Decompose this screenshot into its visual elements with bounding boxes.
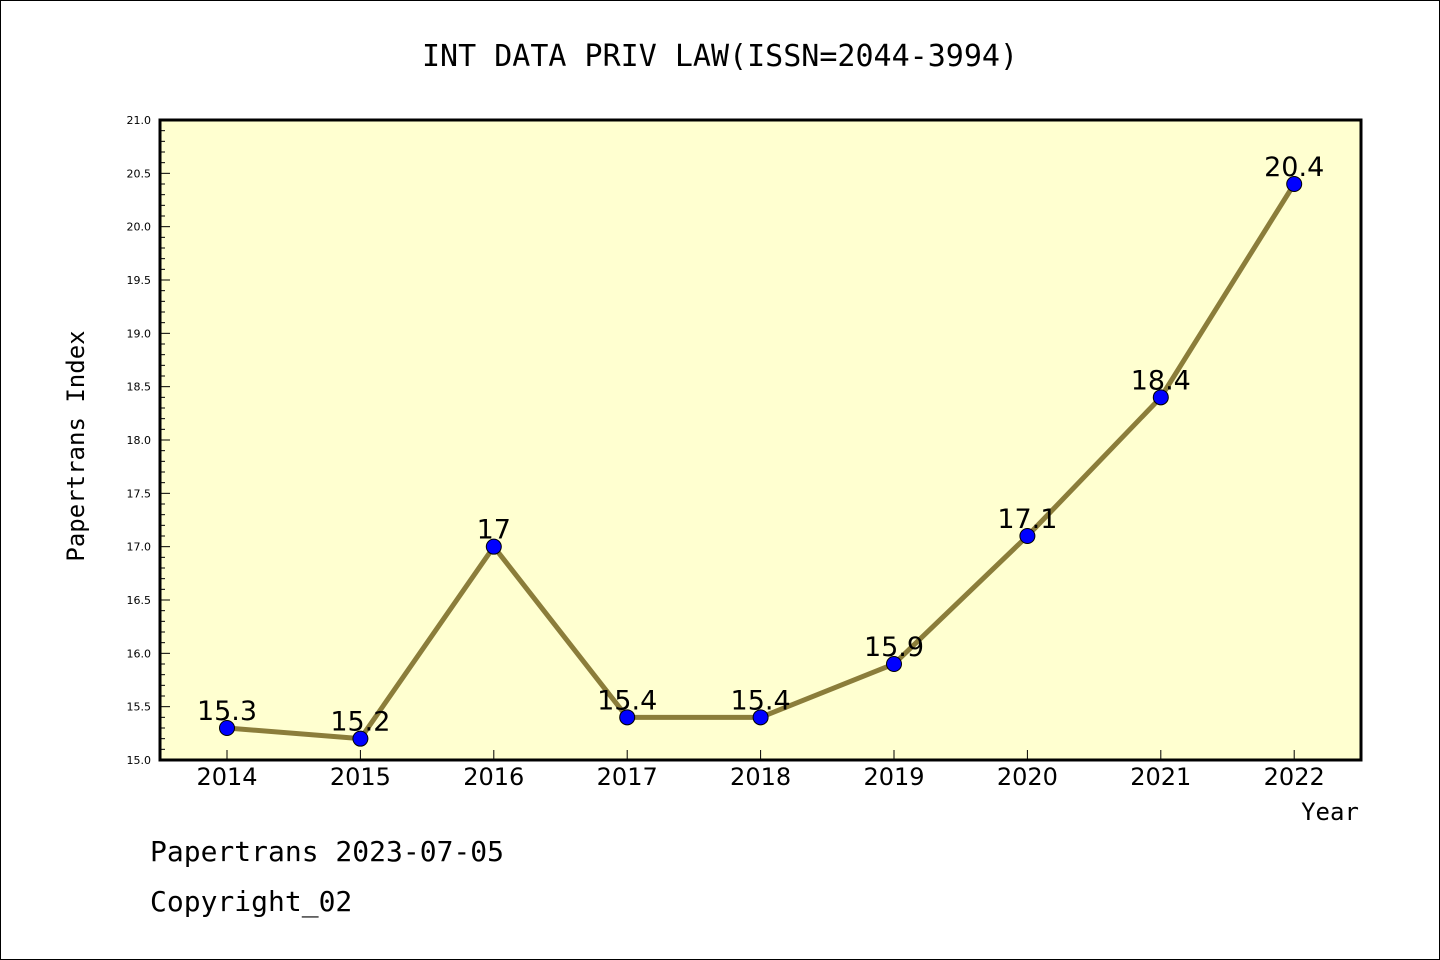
x-tick-label: 2016 [463, 763, 524, 791]
y-axis-label: Papertrans Index [62, 330, 90, 561]
x-tick-label: 2019 [863, 763, 924, 791]
data-point [752, 709, 769, 726]
data-point [352, 730, 369, 747]
footer-date: Papertrans 2023-07-05 [150, 835, 505, 868]
x-tick-label: 2021 [1130, 763, 1191, 791]
data-point [485, 538, 502, 555]
y-tick-label: 20.0 [127, 221, 152, 234]
x-axis-label: Year [1301, 798, 1359, 826]
data-point [1286, 176, 1303, 192]
y-tick-label: 18.5 [127, 381, 152, 394]
data-point [1019, 528, 1036, 544]
y-tick-label: 17.5 [127, 487, 152, 500]
plot-border [158, 118, 1363, 762]
y-tick-label: 15.0 [127, 754, 152, 767]
y-tick-label: 20.5 [127, 167, 152, 180]
data-label: 17.1 [997, 504, 1057, 535]
x-tick-label: 2017 [597, 763, 658, 791]
data-point [886, 656, 902, 672]
y-tick-label: 19.0 [127, 327, 152, 340]
x-tick-label: 2022 [1264, 763, 1325, 791]
y-tick-label: 18.0 [127, 434, 152, 447]
y-tick-label: 19.5 [127, 274, 152, 287]
x-tick-label: 2014 [196, 763, 257, 791]
series-line: 15.3 15.2 17 15.4 15.4 15.9 17.1 18.4 20.4 [197, 152, 1324, 747]
plot-area [160, 120, 1361, 760]
data-point [1152, 389, 1169, 406]
data-label: 18.4 [1131, 365, 1191, 396]
x-tick-label: 2015 [330, 763, 391, 791]
data-label: 17 [477, 515, 511, 546]
y-tick-label: 21.0 [127, 114, 152, 127]
data-label: 15.3 [197, 696, 257, 727]
data-point [619, 709, 636, 726]
y-tick-label: 17.0 [127, 541, 152, 554]
x-axis: 2014 2015 2016 2017 2018 2019 2020 2021 2022 [196, 750, 1325, 791]
footer-copyright: Copyright_02 [150, 885, 353, 918]
data-point [219, 720, 235, 736]
x-tick-label: 2020 [997, 763, 1058, 791]
data-label: 15.4 [597, 685, 657, 716]
y-tick-label: 16.5 [127, 594, 152, 607]
data-label: 15.2 [330, 707, 390, 738]
y-tick-label: 16.0 [127, 647, 152, 660]
y-tick-label: 15.5 [127, 701, 152, 714]
chart-title: INT DATA PRIV LAW(ISSN=2044-3994) [422, 39, 1018, 74]
data-label: 20.4 [1264, 152, 1324, 183]
data-label: 15.4 [731, 685, 791, 716]
x-tick-label: 2018 [730, 763, 791, 791]
data-label: 15.9 [864, 632, 924, 663]
